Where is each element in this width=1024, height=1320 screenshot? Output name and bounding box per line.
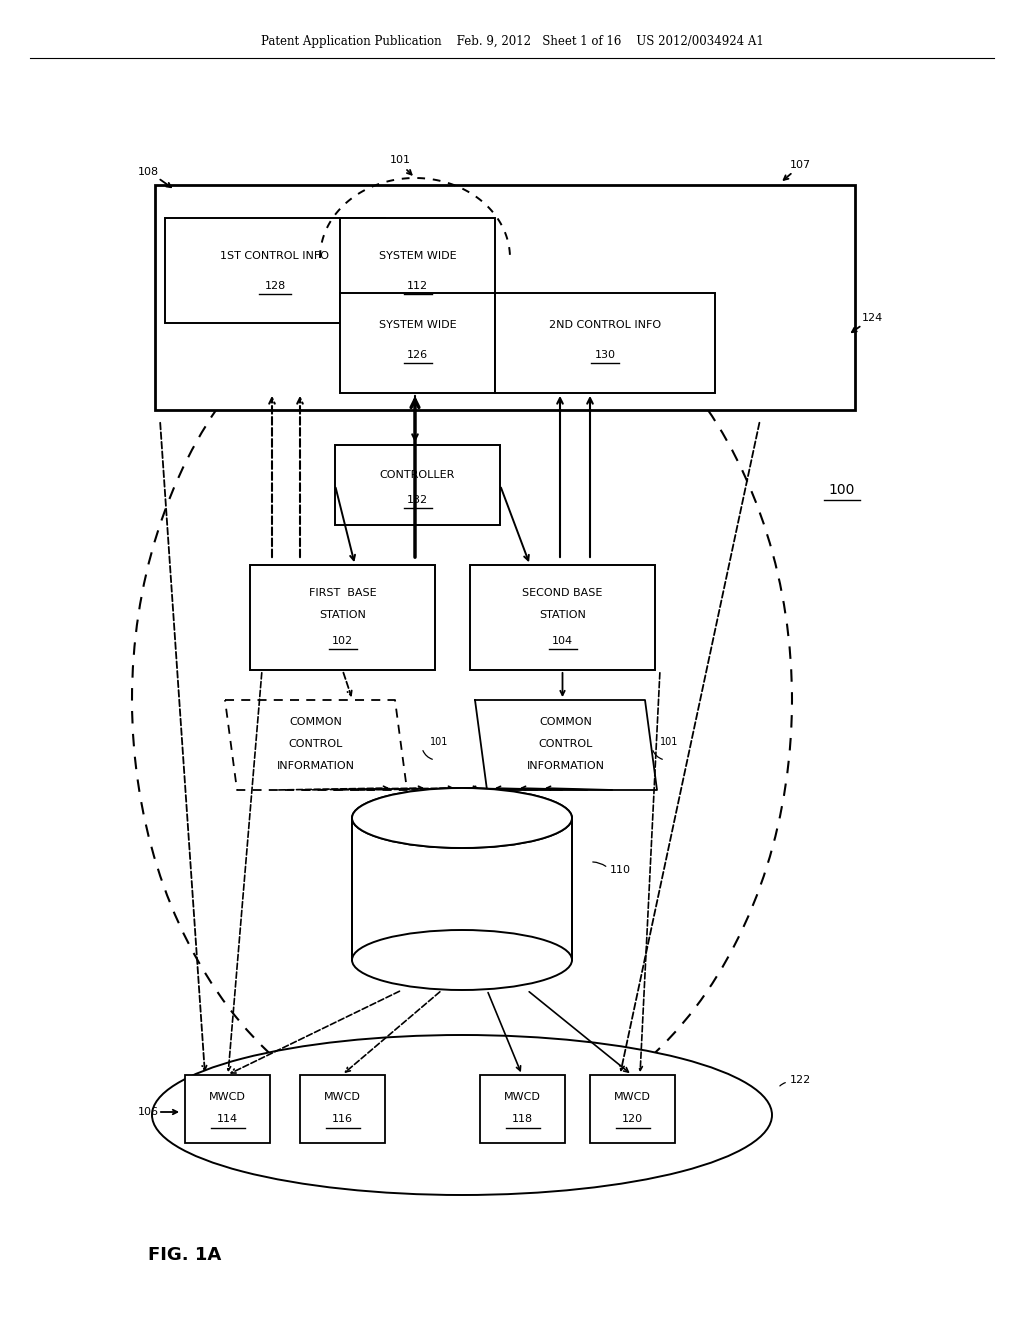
Text: 132: 132 <box>407 495 428 506</box>
Text: 130: 130 <box>595 350 615 360</box>
Text: 126: 126 <box>407 350 428 360</box>
Text: 124: 124 <box>861 313 883 323</box>
Bar <box>352 818 572 960</box>
Text: 107: 107 <box>790 160 811 170</box>
Text: 101: 101 <box>389 154 411 165</box>
Text: 110: 110 <box>610 865 631 875</box>
Text: MWCD: MWCD <box>324 1092 360 1102</box>
Text: 100: 100 <box>828 483 855 498</box>
Text: 101: 101 <box>660 737 678 747</box>
Bar <box>165 218 385 323</box>
Text: 114: 114 <box>217 1114 238 1125</box>
Text: 106: 106 <box>137 1107 159 1117</box>
Bar <box>335 445 500 525</box>
Text: 104: 104 <box>552 636 573 645</box>
Text: 1ST CONTROL INFO: 1ST CONTROL INFO <box>220 251 330 261</box>
Ellipse shape <box>352 931 572 990</box>
Bar <box>480 1074 565 1143</box>
Text: MWCD: MWCD <box>614 1092 651 1102</box>
Text: STATION: STATION <box>319 610 366 620</box>
Bar <box>340 218 495 323</box>
Text: 120: 120 <box>622 1114 643 1125</box>
Bar <box>470 565 655 671</box>
Bar <box>590 1074 675 1143</box>
Text: 112: 112 <box>407 281 428 290</box>
Ellipse shape <box>352 788 572 847</box>
Text: Patent Application Publication    Feb. 9, 2012   Sheet 1 of 16    US 2012/003492: Patent Application Publication Feb. 9, 2… <box>261 36 763 49</box>
Text: SYSTEM WIDE: SYSTEM WIDE <box>379 319 457 330</box>
Text: 101: 101 <box>430 737 449 747</box>
Text: SECOND BASE: SECOND BASE <box>522 587 603 598</box>
Text: FIG. 1A: FIG. 1A <box>148 1246 221 1265</box>
Text: 128: 128 <box>264 281 286 290</box>
Text: FIRST  BASE: FIRST BASE <box>308 587 376 598</box>
Text: COMMON: COMMON <box>290 717 342 727</box>
Text: INFORMATION: INFORMATION <box>527 762 605 771</box>
Bar <box>300 1074 385 1143</box>
Text: 118: 118 <box>512 1114 534 1125</box>
Text: 116: 116 <box>332 1114 353 1125</box>
Text: SYSTEM WIDE: SYSTEM WIDE <box>379 251 457 261</box>
Text: 122: 122 <box>790 1074 811 1085</box>
Ellipse shape <box>152 1035 772 1195</box>
Text: CONTROL: CONTROL <box>539 739 593 748</box>
Ellipse shape <box>352 788 572 847</box>
Text: CONTROL: CONTROL <box>289 739 343 748</box>
Text: 2ND CONTROL INFO: 2ND CONTROL INFO <box>549 319 662 330</box>
Text: STATION: STATION <box>539 610 586 620</box>
Text: CONTROLLER: CONTROLLER <box>380 470 456 480</box>
Bar <box>185 1074 270 1143</box>
Bar <box>495 293 715 393</box>
Text: 102: 102 <box>332 636 353 645</box>
Text: MWCD: MWCD <box>209 1092 246 1102</box>
Bar <box>250 565 435 671</box>
Bar <box>340 293 495 393</box>
Text: INFORMATION: INFORMATION <box>278 762 355 771</box>
Text: 108: 108 <box>137 168 159 177</box>
Text: COMMON: COMMON <box>540 717 593 727</box>
Bar <box>155 185 855 411</box>
Text: MWCD: MWCD <box>504 1092 541 1102</box>
